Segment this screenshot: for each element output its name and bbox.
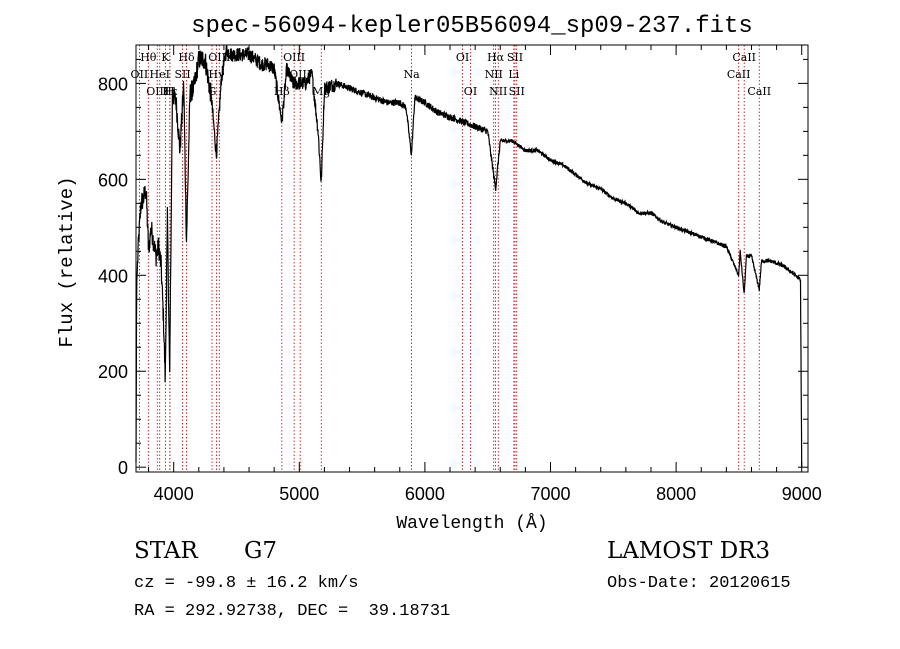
spectral-line-label: CaII xyxy=(727,68,751,81)
spectral-line-label: OII xyxy=(131,68,149,81)
x-axis-ticks: 4000 5000 6000 7000 8000 9000 xyxy=(148,45,822,504)
spectral-line-label: SII xyxy=(509,85,525,98)
survey-name: LAMOST DR3 xyxy=(607,538,771,564)
spectral-line-label: NII xyxy=(489,85,507,98)
y-tick-label: 0 xyxy=(118,458,128,478)
spectral-line-label: OIII xyxy=(283,51,305,64)
x-tick-label: 5000 xyxy=(279,484,319,504)
spectral-line-label: Hθ xyxy=(140,51,157,64)
y-axis-label: Flux (relative) xyxy=(56,176,78,347)
x-tick-label: 4000 xyxy=(154,484,194,504)
spectral-line-label: SII xyxy=(507,51,523,64)
y-tick-label: 200 xyxy=(98,362,128,382)
object-class: STAR xyxy=(134,538,198,564)
object-subclass: G7 xyxy=(244,538,278,564)
observation-date: Obs-Date: 20120615 xyxy=(607,574,791,593)
spectral-line-label: G xyxy=(208,85,217,98)
spectral-line-label: OI xyxy=(464,85,477,98)
spectral-line-label: Li xyxy=(508,68,519,81)
redshift-value: cz = -99.8 ± 16.2 km/s xyxy=(134,574,359,593)
coordinates: RA = 292.92738, DEC = 39.18731 xyxy=(134,602,451,621)
plot-frame xyxy=(135,44,809,473)
spectral-line-label: H xyxy=(165,85,175,98)
spectral-line-label: OI xyxy=(456,51,469,64)
x-tick-label: 6000 xyxy=(405,484,445,504)
chart-title: spec-56094-kepler05B56094_sp09-237.fits xyxy=(191,13,753,40)
spectral-line-label: Na xyxy=(403,68,420,81)
spectrum-chart: spec-56094-kepler05B56094_sp09-237.fits … xyxy=(56,13,822,534)
x-tick-label: 7000 xyxy=(530,484,570,504)
y-tick-label: 800 xyxy=(98,74,128,94)
spectral-line-label: NII xyxy=(485,68,503,81)
spectral-line-label: CaII xyxy=(747,85,771,98)
spectral-line-label: SII xyxy=(174,68,190,81)
spectral-line-label: CaII xyxy=(732,51,756,64)
y-axis-ticks: 0 200 400 600 800 xyxy=(98,58,808,478)
x-tick-label: 8000 xyxy=(656,484,696,504)
spectral-line-label: Hδ xyxy=(178,51,195,64)
spectral-line-label: K xyxy=(161,51,170,64)
spectral-line-label: HeI xyxy=(150,68,170,81)
x-axis-label: Wavelength (Å) xyxy=(396,513,547,534)
spectral-line-label: OIII xyxy=(146,85,168,98)
spectral-line-label: Hγ xyxy=(208,68,225,81)
x-tick-label: 9000 xyxy=(782,484,822,504)
spectral-line-markers xyxy=(138,45,760,472)
spectral-line-label: Hα xyxy=(487,51,505,64)
y-tick-label: 400 xyxy=(98,266,128,286)
y-tick-label: 600 xyxy=(98,170,128,190)
spectrum-line xyxy=(135,44,803,468)
